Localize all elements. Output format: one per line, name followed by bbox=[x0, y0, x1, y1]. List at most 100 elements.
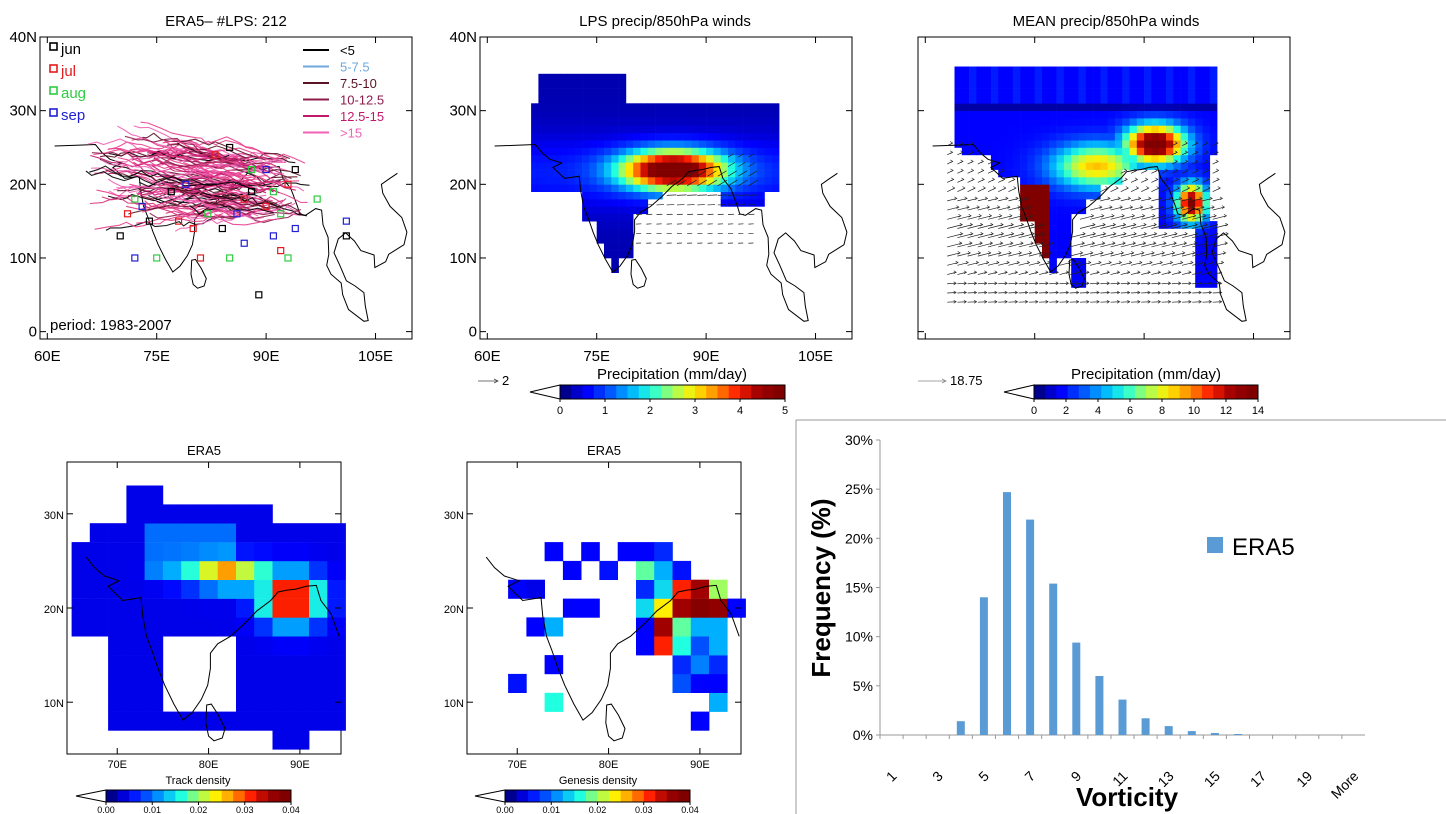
precip-cell bbox=[531, 162, 539, 170]
precip-cell bbox=[1027, 118, 1035, 126]
wind-vector-head bbox=[1115, 186, 1119, 190]
density-cell bbox=[199, 504, 218, 524]
precip-cell bbox=[1078, 169, 1087, 178]
precip-cell bbox=[640, 169, 649, 178]
precip-cell bbox=[728, 154, 736, 163]
density-cell bbox=[254, 636, 273, 656]
precip-cell bbox=[1063, 81, 1072, 89]
precip-cell bbox=[706, 162, 714, 170]
wind-vector bbox=[1018, 233, 1035, 239]
precip-cell bbox=[1100, 177, 1108, 185]
wind-vector bbox=[957, 224, 973, 229]
precip-cell bbox=[1202, 206, 1211, 215]
precip-cell bbox=[1151, 95, 1159, 104]
precip-cell bbox=[1005, 169, 1014, 178]
precip-cell bbox=[625, 125, 634, 134]
precip-cell bbox=[1166, 66, 1174, 75]
density-cell bbox=[254, 673, 273, 693]
legend-intensity-label: <5 bbox=[340, 43, 355, 58]
precip-cell bbox=[1027, 103, 1035, 111]
precip-cell bbox=[1063, 88, 1072, 97]
precip-cell bbox=[713, 103, 721, 111]
precip-cell bbox=[618, 228, 627, 237]
precip-cell bbox=[604, 169, 612, 178]
precip-cell bbox=[574, 73, 583, 82]
density-cell bbox=[126, 655, 145, 675]
genesis-marker bbox=[131, 195, 139, 203]
precip-cell bbox=[1056, 103, 1065, 111]
precip-cell bbox=[560, 125, 568, 134]
wind-vector-head bbox=[991, 177, 996, 182]
precip-cell bbox=[1012, 95, 1021, 104]
wind-vector-head bbox=[1194, 232, 1199, 236]
precip-cell bbox=[1187, 110, 1196, 119]
wind-vector bbox=[1069, 233, 1086, 239]
precip-cell bbox=[764, 140, 773, 148]
density-cell bbox=[236, 711, 255, 731]
wind-vector bbox=[1008, 215, 1023, 220]
wind-vector-head bbox=[1204, 241, 1208, 245]
bar-era5 bbox=[1164, 726, 1173, 735]
wind-vector bbox=[1161, 206, 1174, 211]
precip-cell bbox=[764, 184, 773, 192]
precip-cell bbox=[1042, 235, 1050, 244]
wind-vector-head bbox=[1137, 290, 1141, 295]
wind-vector-head bbox=[1208, 299, 1213, 304]
colorbar-tick-label: 0.04 bbox=[282, 805, 300, 814]
precip-cell bbox=[1144, 162, 1152, 170]
precip-cell bbox=[998, 88, 1006, 97]
x-tick-label: 60E bbox=[34, 348, 61, 365]
precip-cell bbox=[1173, 95, 1181, 104]
precip-cell bbox=[742, 169, 751, 178]
precip-cell bbox=[560, 118, 568, 126]
precip-cell bbox=[1063, 243, 1072, 251]
wind-vector-head bbox=[1055, 290, 1059, 295]
wind-vector-head bbox=[1164, 232, 1168, 236]
precip-cell bbox=[749, 103, 758, 111]
precip-cell bbox=[1202, 81, 1211, 89]
precip-cell bbox=[1173, 184, 1181, 192]
precip-cell bbox=[1049, 125, 1057, 134]
precip-cell bbox=[655, 184, 663, 192]
wind-vector-head bbox=[1096, 270, 1100, 275]
wind-vector-head bbox=[1175, 168, 1179, 173]
wind-vector-head bbox=[1219, 299, 1223, 304]
genesis-marker bbox=[153, 254, 161, 262]
wind-vector bbox=[1100, 206, 1113, 211]
coastline-path bbox=[85, 556, 340, 721]
wind-vector bbox=[967, 198, 978, 202]
wind-vector bbox=[998, 224, 1014, 229]
precip-cell bbox=[1034, 103, 1043, 111]
lps-wind-vectors bbox=[636, 153, 759, 244]
wind-vector-head bbox=[1219, 281, 1223, 286]
precip-cell bbox=[1012, 110, 1021, 119]
wind-vector-head bbox=[998, 251, 1002, 255]
precip-cell bbox=[1005, 88, 1014, 97]
wind-vector-head bbox=[1217, 186, 1221, 190]
precip-cell bbox=[1114, 95, 1123, 104]
precip-cell bbox=[1180, 169, 1189, 178]
wind-vector-head bbox=[1086, 270, 1090, 275]
precip-cell bbox=[1100, 66, 1108, 75]
precip-cell bbox=[589, 140, 597, 148]
precip-cell bbox=[1027, 199, 1035, 207]
precip-cell bbox=[604, 235, 612, 244]
density-cell bbox=[144, 523, 164, 543]
precip-cell bbox=[1114, 110, 1123, 119]
precip-cell bbox=[1034, 235, 1043, 244]
wind-vector bbox=[1171, 271, 1181, 275]
precip-cell bbox=[1093, 125, 1101, 134]
wind-vector bbox=[1151, 242, 1167, 248]
lps-track bbox=[153, 156, 300, 184]
precip-cell bbox=[1063, 132, 1072, 141]
wind-vector bbox=[987, 262, 1000, 266]
precip-cell bbox=[1114, 177, 1123, 185]
precip-cell bbox=[582, 140, 590, 148]
precip-cell bbox=[1042, 140, 1050, 148]
precip-cell bbox=[1136, 103, 1145, 111]
precip-cell bbox=[1151, 140, 1159, 148]
precip-cell bbox=[1049, 213, 1057, 222]
precip-cell bbox=[618, 199, 627, 207]
wind-vector bbox=[1171, 215, 1186, 220]
